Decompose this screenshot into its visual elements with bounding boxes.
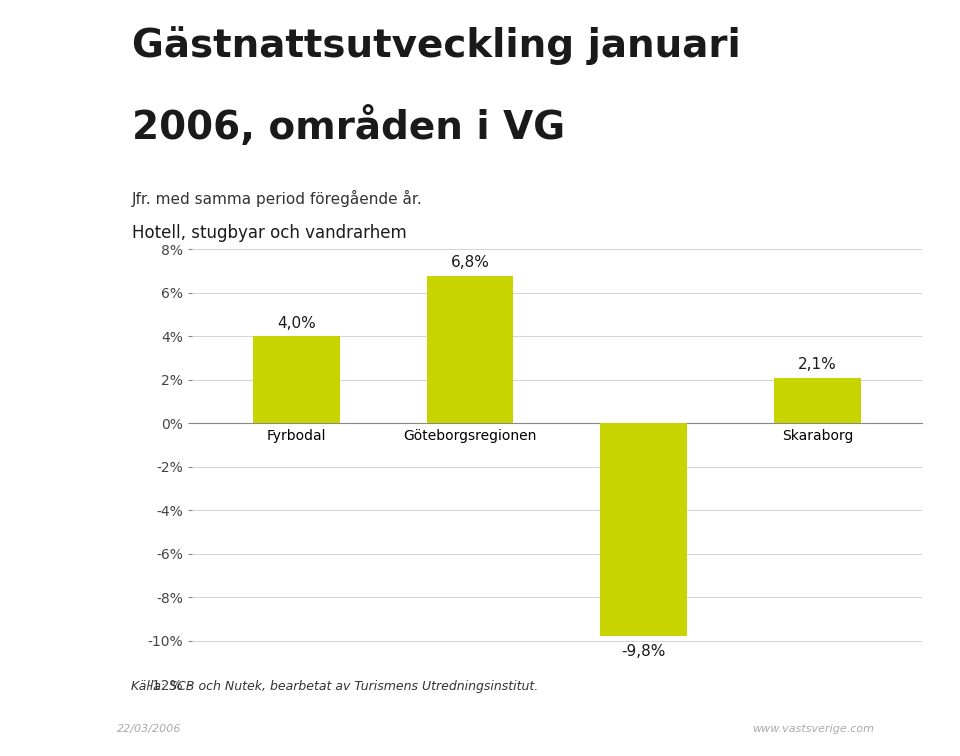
Text: www.vastsverige.com: www.vastsverige.com — [752, 723, 874, 734]
Text: 2,1%: 2,1% — [798, 358, 837, 372]
Bar — [252, 336, 340, 423]
Text: 4,0%: 4,0% — [276, 316, 316, 331]
Text: -9,8%: -9,8% — [621, 644, 666, 659]
Bar — [426, 276, 514, 423]
Bar — [774, 378, 861, 423]
Text: 2006, områden i VG: 2006, områden i VG — [132, 106, 565, 147]
Text: Hotell, stugbyar och vandrarhem: Hotell, stugbyar och vandrarhem — [132, 224, 407, 242]
Text: 6,8%: 6,8% — [450, 255, 490, 270]
Text: Jfr. med samma period föregående år.: Jfr. med samma period föregående år. — [132, 190, 422, 207]
Text: 7: 7 — [922, 720, 933, 738]
Text: Källa: SCB och Nutek, bearbetat av Turismens Utredningsinstitut.: Källa: SCB och Nutek, bearbetat av Turis… — [131, 680, 539, 693]
Bar — [600, 423, 687, 637]
Text: 22/03/2006: 22/03/2006 — [117, 723, 181, 734]
Text: Gästnattsutveckling januari: Gästnattsutveckling januari — [132, 26, 741, 65]
